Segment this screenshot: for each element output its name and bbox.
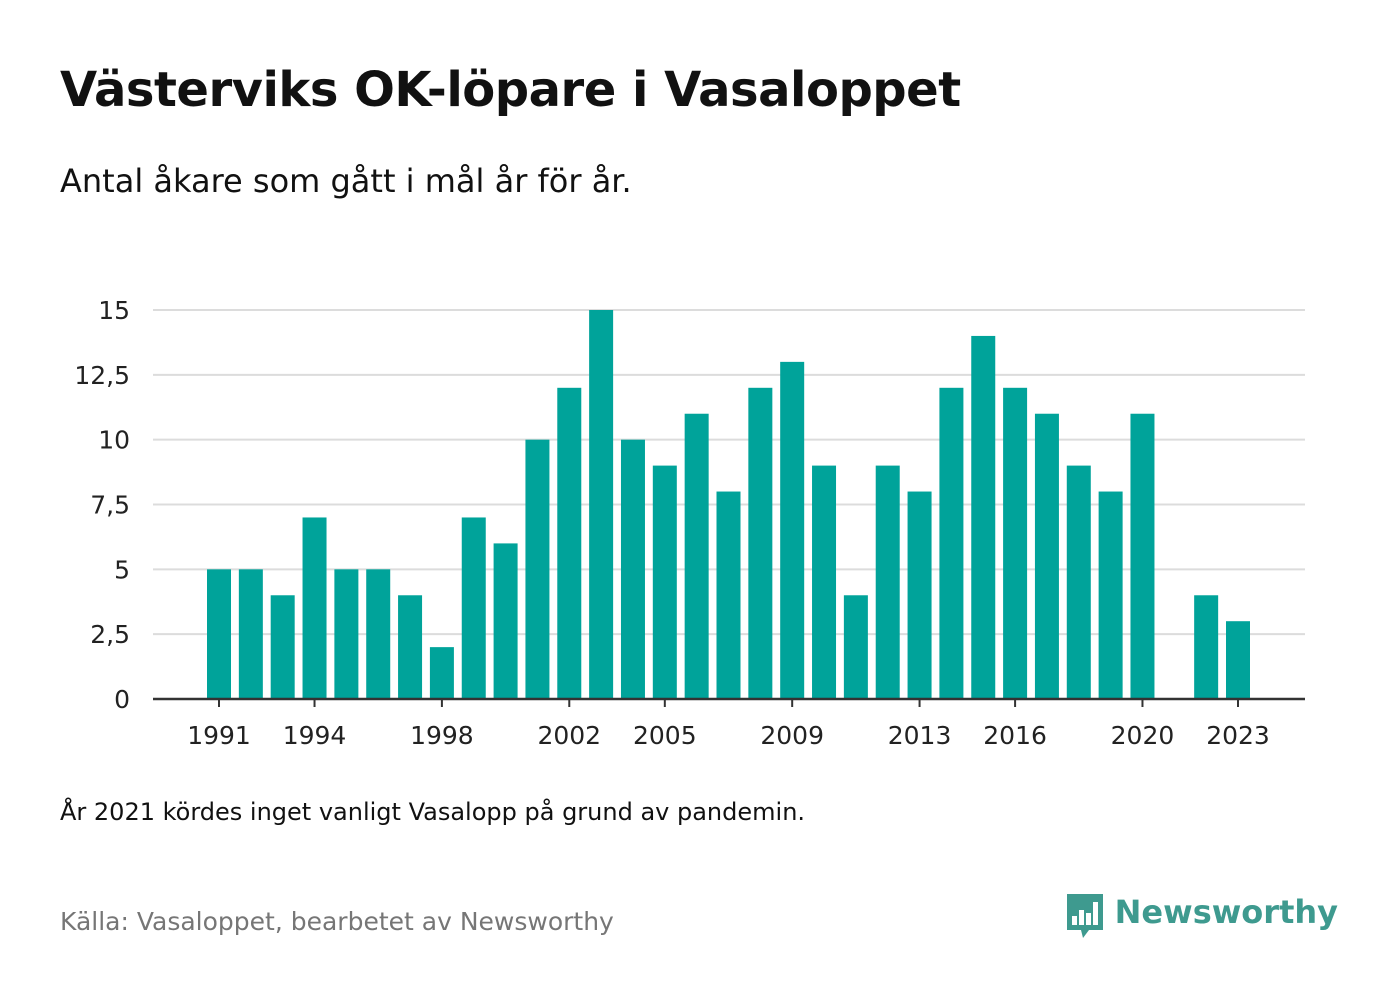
bar-2008 [748, 387, 773, 699]
bar-2001 [525, 439, 550, 699]
logo-text: Newsworthy [1114, 893, 1338, 931]
bar-1992 [238, 569, 263, 699]
bar-1995 [334, 569, 359, 699]
bar-1997 [398, 595, 423, 699]
bar-1996 [366, 569, 391, 699]
bar-2006 [684, 413, 709, 699]
y-axis-ticks: 0 2,5 5 7,5 10 12,5 15 [74, 296, 130, 714]
bar-2014 [939, 387, 964, 699]
bars [207, 310, 1250, 699]
bar-1991 [207, 569, 231, 699]
bar-2007 [716, 491, 741, 699]
x-axis-ticks: 1991 1994 1998 2002 2005 2009 2013 2016 2020 2023 [187, 699, 1270, 750]
bar-2004 [620, 439, 645, 699]
bar-1999 [461, 517, 486, 699]
x-tick-label: 2005 [633, 721, 697, 750]
x-tick-label: 1994 [283, 721, 347, 750]
y-tick-label: 12,5 [74, 361, 130, 390]
bar-2012 [875, 465, 900, 699]
x-tick-label: 2013 [888, 721, 952, 750]
y-tick-label: 5 [114, 555, 130, 584]
chart-title: Västerviks OK-löpare i Vasaloppet [60, 62, 961, 118]
bar-2010 [812, 465, 837, 699]
x-tick-label: 1991 [187, 721, 251, 750]
bar-2019 [1098, 491, 1123, 699]
bar-2016 [1003, 387, 1028, 699]
bar-2013 [907, 491, 932, 699]
newsworthy-logo: Newsworthy [1065, 892, 1338, 940]
bar-2000 [493, 543, 518, 699]
source-credit: Källa: Vasaloppet, bearbetet av Newswort… [60, 907, 614, 936]
y-tick-label: 7,5 [90, 491, 130, 520]
bar-2009 [780, 361, 805, 699]
bar-2005 [652, 465, 677, 699]
chart-note: År 2021 kördes inget vanligt Vasalopp på… [60, 798, 806, 826]
x-tick-label: 1998 [410, 721, 474, 750]
y-tick-label: 10 [98, 426, 130, 455]
bar-1993 [270, 595, 295, 699]
bar-2011 [843, 595, 868, 699]
bar-2023 [1226, 621, 1250, 699]
chart-subtitle: Antal åkare som gått i mål år för år. [60, 162, 632, 200]
bar-1994 [302, 517, 327, 699]
x-tick-label: 2020 [1111, 721, 1175, 750]
bar-2022 [1194, 595, 1219, 699]
bar-2002 [557, 387, 582, 699]
x-tick-label: 2023 [1206, 721, 1270, 750]
bar-2015 [971, 335, 996, 699]
bar-2003 [589, 310, 614, 699]
bar-chart-speech-bubble-icon [1066, 894, 1103, 938]
x-tick-label: 2002 [537, 721, 601, 750]
bar-chart: 0 2,5 5 7,5 10 12,5 15 1991 1994 1998 2002 2005 200… [74, 296, 1305, 750]
x-tick-label: 2009 [760, 721, 824, 750]
y-tick-label: 0 [114, 685, 130, 714]
bar-1998 [429, 647, 454, 699]
bar-2018 [1066, 465, 1091, 699]
x-tick-label: 2016 [983, 721, 1047, 750]
y-tick-label: 15 [98, 296, 130, 325]
bar-2017 [1034, 413, 1059, 699]
bar-2020 [1130, 413, 1155, 699]
y-tick-label: 2,5 [90, 620, 130, 649]
